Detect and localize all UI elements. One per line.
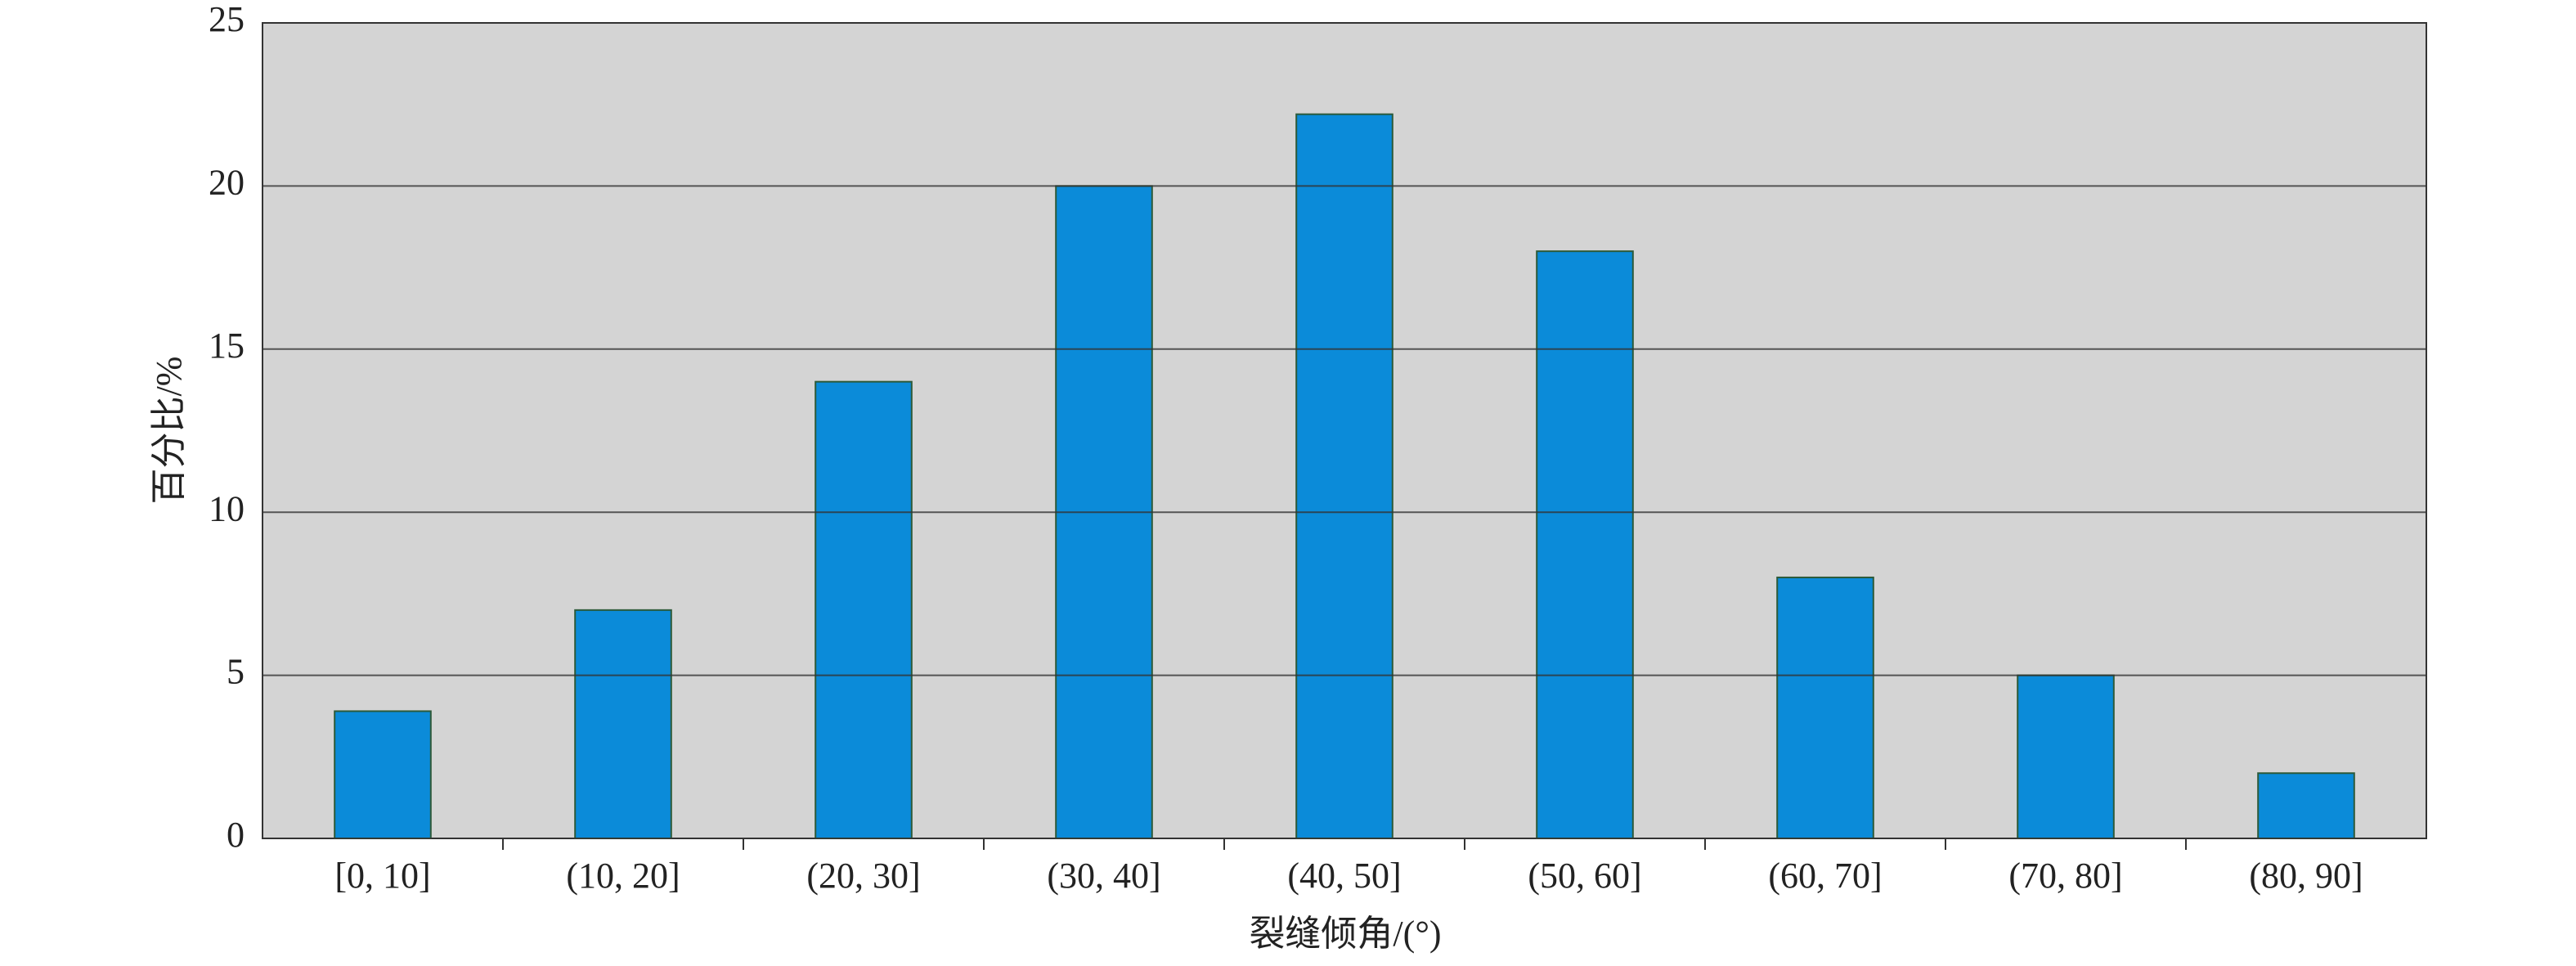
bar: [815, 380, 913, 839]
x-tick-label: (50, 60]: [1528, 856, 1641, 896]
y-tick-label: 0: [227, 815, 245, 855]
x-tick-label: (30, 40]: [1047, 856, 1160, 896]
x-tick-label: [0, 10]: [334, 856, 430, 896]
bar: [2017, 674, 2115, 839]
x-tick-label: (80, 90]: [2249, 856, 2363, 896]
y-tick-label: 5: [227, 652, 245, 692]
bar: [334, 710, 432, 840]
y-tick-label: 25: [209, 0, 245, 39]
x-tick-label: (20, 30]: [806, 856, 920, 896]
bar: [2257, 772, 2355, 839]
x-tick-label: (70, 80]: [2008, 856, 2122, 896]
bar: [1776, 576, 1874, 840]
bar: [574, 609, 672, 840]
y-tick-label: 20: [209, 162, 245, 202]
x-tick-label: (10, 20]: [566, 856, 680, 896]
y-tick-label: 15: [209, 326, 245, 366]
x-tick-label: (40, 50]: [1287, 856, 1401, 896]
y-axis-label: 百分比/%: [149, 357, 189, 505]
y-tick-label: 10: [209, 488, 245, 528]
x-axis-label: 裂缝倾角/(°): [1249, 914, 1441, 954]
x-tick-label: (60, 70]: [1768, 856, 1882, 896]
bar: [1295, 113, 1393, 839]
bar: [1536, 250, 1634, 840]
